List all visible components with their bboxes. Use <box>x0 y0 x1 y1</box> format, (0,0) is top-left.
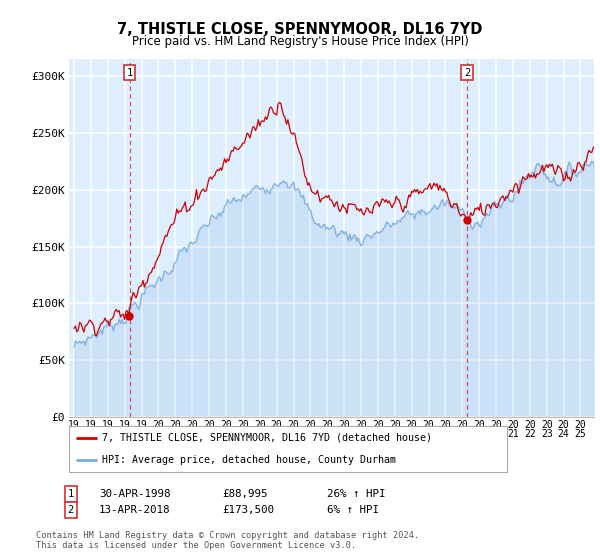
Text: 30-APR-1998: 30-APR-1998 <box>99 489 170 499</box>
Text: 7, THISTLE CLOSE, SPENNYMOOR, DL16 7YD (detached house): 7, THISTLE CLOSE, SPENNYMOOR, DL16 7YD (… <box>102 432 432 442</box>
Text: 1: 1 <box>127 68 133 78</box>
Text: 2: 2 <box>464 68 470 78</box>
Text: 1: 1 <box>68 489 74 499</box>
Text: Price paid vs. HM Land Registry's House Price Index (HPI): Price paid vs. HM Land Registry's House … <box>131 35 469 48</box>
Text: £173,500: £173,500 <box>222 505 274 515</box>
Text: 6% ↑ HPI: 6% ↑ HPI <box>327 505 379 515</box>
Text: 2: 2 <box>68 505 74 515</box>
Text: 26% ↑ HPI: 26% ↑ HPI <box>327 489 386 499</box>
Text: £88,995: £88,995 <box>222 489 268 499</box>
Text: 7, THISTLE CLOSE, SPENNYMOOR, DL16 7YD: 7, THISTLE CLOSE, SPENNYMOOR, DL16 7YD <box>118 22 482 38</box>
Text: 13-APR-2018: 13-APR-2018 <box>99 505 170 515</box>
Text: HPI: Average price, detached house, County Durham: HPI: Average price, detached house, Coun… <box>102 455 396 465</box>
Text: Contains HM Land Registry data © Crown copyright and database right 2024.
This d: Contains HM Land Registry data © Crown c… <box>36 531 419 550</box>
